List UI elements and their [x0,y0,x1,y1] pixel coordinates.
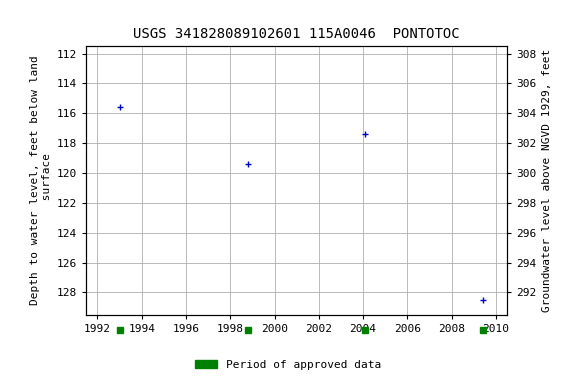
Y-axis label: Depth to water level, feet below land
 surface: Depth to water level, feet below land su… [30,56,52,305]
Legend: Period of approved data: Period of approved data [191,356,385,375]
Y-axis label: Groundwater level above NGVD 1929, feet: Groundwater level above NGVD 1929, feet [541,49,552,312]
Title: USGS 341828089102601 115A0046  PONTOTOC: USGS 341828089102601 115A0046 PONTOTOC [133,27,460,41]
